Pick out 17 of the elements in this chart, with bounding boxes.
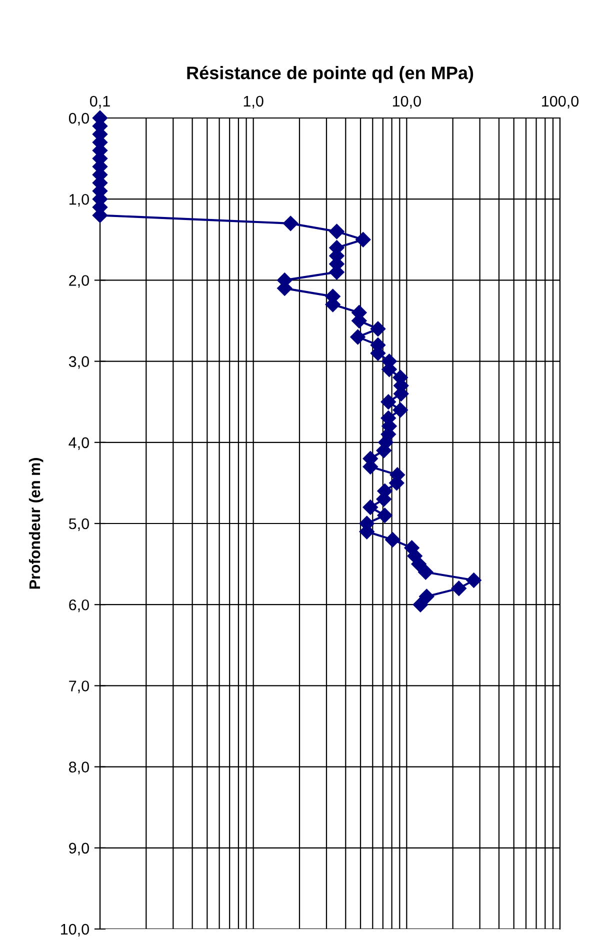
y-axis-title: Profondeur (en m) <box>28 458 44 589</box>
y-tick-label: 2,0 <box>69 275 89 288</box>
x-tick-label: 0,1 <box>90 96 110 108</box>
y-tick-label: 8,0 <box>69 762 89 774</box>
y-tick-label: 5,0 <box>68 518 89 531</box>
y-tick-label: 10,0 <box>61 924 89 936</box>
y-tick-label: 6,0 <box>69 599 89 612</box>
x-tick-label: 10,0 <box>392 96 421 108</box>
y-tick-label: 0,0 <box>68 112 89 126</box>
chart-title: Résistance de pointe qd (en MPa) <box>187 66 474 83</box>
y-tick-label: 7,0 <box>69 680 89 694</box>
y-tick-label: 4,0 <box>68 437 89 450</box>
y-tick-label: 1,0 <box>70 194 89 207</box>
y-tick-label: 9,0 <box>69 842 89 856</box>
y-tick-label: 3,0 <box>68 356 89 369</box>
x-tick-label: 1,0 <box>244 96 264 108</box>
x-tick-label: 100,0 <box>542 96 579 108</box>
